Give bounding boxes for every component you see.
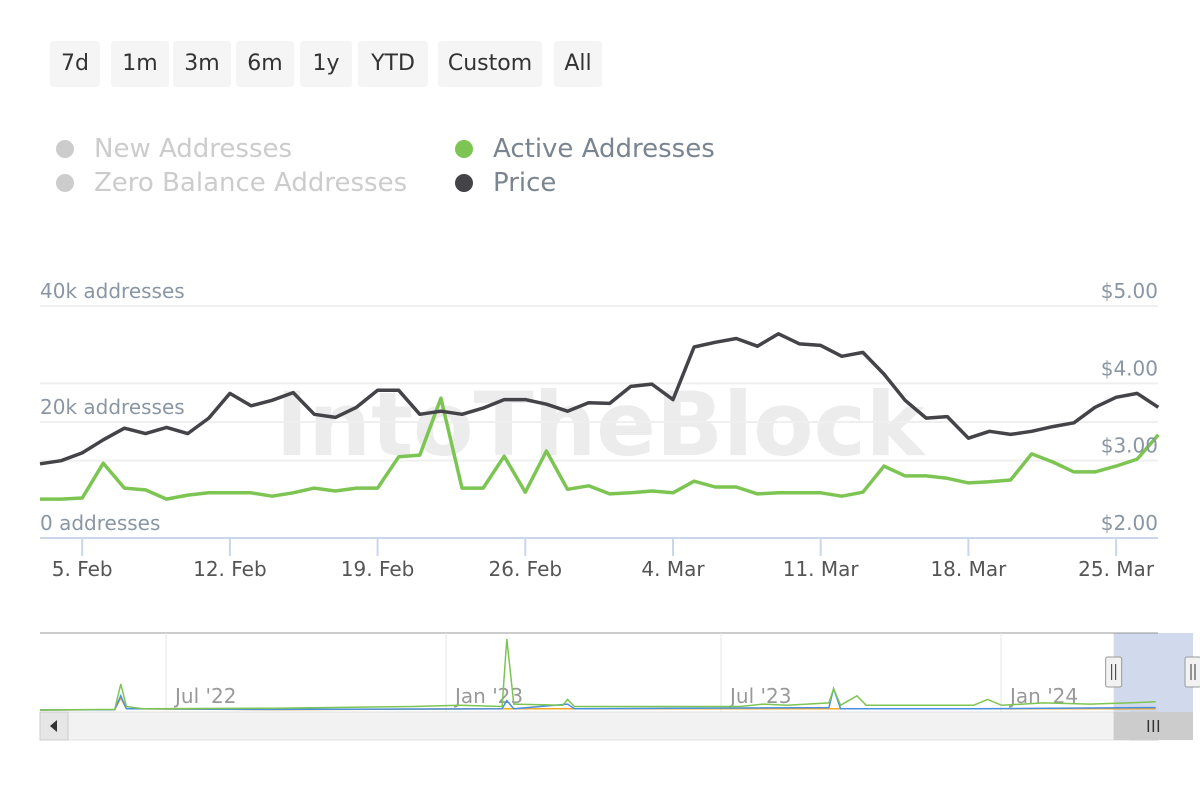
legend-dot-icon: [455, 140, 473, 158]
navigator-series-new-addresses: [39, 686, 1156, 711]
series-line-price[interactable]: [39, 332, 1160, 466]
range-7d-button[interactable]: 7d: [50, 41, 100, 87]
range-1m-button[interactable]: 1m: [111, 41, 169, 87]
range-6m-button[interactable]: 6m: [236, 41, 294, 87]
legend-label: Zero Balance Addresses: [94, 168, 408, 198]
x-tick-label: 5. Feb: [52, 557, 113, 581]
navigator-right-handle[interactable]: [1184, 656, 1200, 688]
x-tick-label: 4. Mar: [641, 557, 705, 581]
navigator-tick-label: Jul '22: [173, 684, 236, 708]
x-tick-label: 18. Mar: [930, 557, 1007, 581]
legend-label: New Addresses: [94, 134, 293, 164]
y-left-tick-label: 40k addresses: [40, 279, 185, 303]
legend-price[interactable]: Price: [455, 168, 556, 198]
handle-body[interactable]: [1184, 656, 1200, 688]
legend-dot-icon: [56, 174, 74, 192]
legend-active-addresses[interactable]: Active Addresses: [455, 134, 715, 164]
range-all-button[interactable]: All: [554, 41, 602, 87]
navigator-series-active-addresses: [39, 638, 1156, 711]
x-tick-label: 12. Feb: [193, 557, 267, 581]
x-tick-label: 11. Mar: [783, 557, 860, 581]
x-tick-label: 19. Feb: [341, 557, 415, 581]
navigator-left-handle[interactable]: [1105, 656, 1123, 688]
range-3m-button[interactable]: 3m: [173, 41, 231, 87]
x-tick-label: 26. Feb: [489, 557, 563, 581]
legend-dot-icon: [455, 174, 473, 192]
legend-label: Active Addresses: [493, 134, 715, 164]
navigator-selection[interactable]: [1113, 633, 1194, 712]
range-custom-button[interactable]: Custom: [438, 41, 542, 87]
y-right-tick-label: $2.00: [1101, 511, 1158, 535]
range-1y-button[interactable]: 1y: [300, 41, 352, 87]
y-right-tick-label: $4.00: [1101, 356, 1158, 380]
y-left-tick-label: 0 addresses: [40, 511, 160, 535]
handle-body[interactable]: [1105, 656, 1123, 688]
arrow-left-icon: [50, 720, 57, 732]
legend-dot-icon: [56, 140, 74, 158]
series-line-active-addresses[interactable]: [40, 396, 1160, 501]
y-left-tick-label: 20k addresses: [40, 395, 185, 419]
y-right-tick-label: $3.00: [1101, 434, 1158, 458]
legend-new-addresses[interactable]: New Addresses: [56, 134, 292, 164]
y-right-tick-label: $5.00: [1101, 279, 1158, 303]
x-tick-label: 25. Mar: [1078, 557, 1155, 581]
range-ytd-button[interactable]: YTD: [358, 41, 428, 87]
legend-zero-balance-addresses[interactable]: Zero Balance Addresses: [56, 168, 407, 198]
scrollbar-track[interactable]: [39, 711, 1159, 741]
legend-label: Price: [493, 168, 557, 198]
